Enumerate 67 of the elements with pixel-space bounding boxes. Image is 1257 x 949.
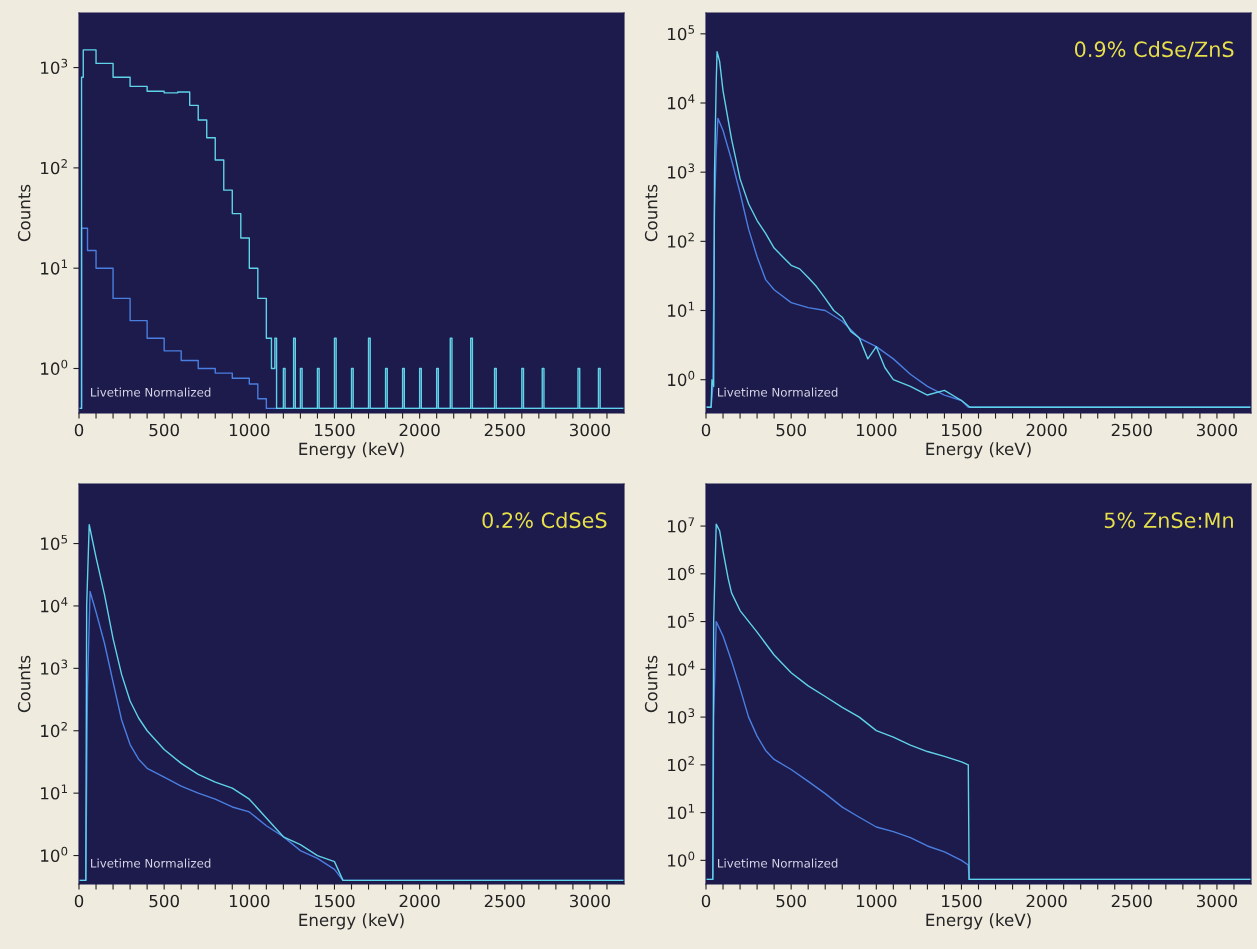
y-tick-label: 10$^{0}$ — [41, 846, 68, 862]
y-tick-label: 10$^{5}$ — [668, 612, 695, 629]
x-tick-label: 1500 — [942, 423, 982, 437]
annotation: 0.9% CdSe/ZnS — [1074, 41, 1234, 59]
x-tick-label: 0 — [701, 423, 711, 437]
y-tick-label: 10$^{1}$ — [41, 784, 67, 800]
x-tick-label: 500 — [149, 894, 179, 908]
y-tick-label: 10$^{3}$ — [41, 58, 68, 75]
x-tick-label: 1000 — [229, 423, 270, 437]
x-tick-label: 2000 — [1026, 894, 1067, 908]
x-tick-label: 1500 — [942, 894, 982, 908]
y-tick-label: 10$^{2}$ — [668, 232, 694, 248]
y-tick-label: 10$^{5}$ — [668, 25, 695, 41]
annotation: Livetime Normalized — [718, 858, 838, 868]
y-tick-label: 10$^{2}$ — [668, 756, 694, 772]
annotation: 5% ZnSe:Mn — [1104, 512, 1233, 529]
y-tick-label: 10$^{4}$ — [668, 94, 695, 110]
y-tick-label: 10$^{2}$ — [41, 721, 67, 738]
x-tick-label: 0 — [74, 894, 84, 908]
y-tick-label: 10$^{1}$ — [668, 803, 694, 820]
y-axis-title: Counts — [644, 655, 658, 713]
x-tick-label: 2000 — [399, 423, 440, 437]
x-tick-label: 2000 — [1026, 423, 1067, 437]
y-tick-label: 10$^{4}$ — [41, 597, 68, 613]
y-axis-title: Counts — [17, 655, 31, 713]
x-tick-label: 0 — [701, 894, 711, 908]
y-tick-label: 10$^{3}$ — [668, 708, 695, 724]
x-tick-label: 500 — [776, 423, 806, 437]
x-tick-label: 1000 — [856, 894, 897, 908]
x-axis-title: Energy (keV) — [299, 913, 404, 930]
y-axis-title: Counts — [17, 184, 31, 242]
annotation: Livetime Normalized — [91, 858, 211, 868]
annotation: Livetime Normalized — [91, 387, 211, 397]
x-tick-label: 3000 — [1197, 423, 1238, 437]
x-tick-label: 1000 — [856, 423, 897, 437]
x-axis-title: Energy (keV) — [926, 913, 1031, 930]
x-tick-label: 3000 — [570, 423, 611, 437]
y-tick-label: 10$^{3}$ — [41, 659, 68, 675]
y-axis-title: Counts — [644, 184, 658, 242]
x-tick-label: 3000 — [1197, 894, 1238, 908]
x-tick-label: 0 — [74, 423, 84, 437]
x-tick-label: 1500 — [315, 894, 355, 908]
y-tick-label: 10$^{1}$ — [41, 259, 67, 275]
y-tick-label: 10$^{0}$ — [41, 359, 68, 375]
y-tick-label: 10$^{6}$ — [668, 564, 695, 581]
x-tick-label: 2500 — [1111, 423, 1152, 437]
x-tick-label: 500 — [776, 894, 806, 908]
x-tick-label: 2500 — [484, 894, 525, 908]
x-axis-title: Energy (keV) — [926, 442, 1031, 459]
x-tick-label: 3000 — [570, 894, 611, 908]
x-tick-label: 2000 — [399, 894, 440, 908]
y-tick-label: 10$^{0}$ — [668, 370, 695, 387]
y-tick-label: 10$^{2}$ — [41, 159, 67, 175]
y-tick-label: 10$^{5}$ — [41, 534, 68, 550]
annotation: 0.2% CdSeS — [482, 512, 607, 529]
y-tick-label: 10$^{0}$ — [668, 851, 695, 867]
x-tick-label: 2500 — [484, 423, 525, 437]
y-tick-label: 10$^{4}$ — [668, 660, 695, 676]
x-tick-label: 1000 — [229, 894, 270, 908]
y-tick-label: 10$^{1}$ — [668, 301, 694, 317]
y-tick-label: 10$^{7}$ — [668, 517, 695, 533]
x-axis-title: Energy (keV) — [299, 442, 404, 459]
x-tick-label: 500 — [149, 423, 179, 437]
annotation: Livetime Normalized — [718, 387, 838, 397]
x-tick-label: 2500 — [1111, 894, 1152, 908]
x-tick-label: 1500 — [315, 423, 355, 437]
y-tick-label: 10$^{3}$ — [668, 163, 695, 179]
